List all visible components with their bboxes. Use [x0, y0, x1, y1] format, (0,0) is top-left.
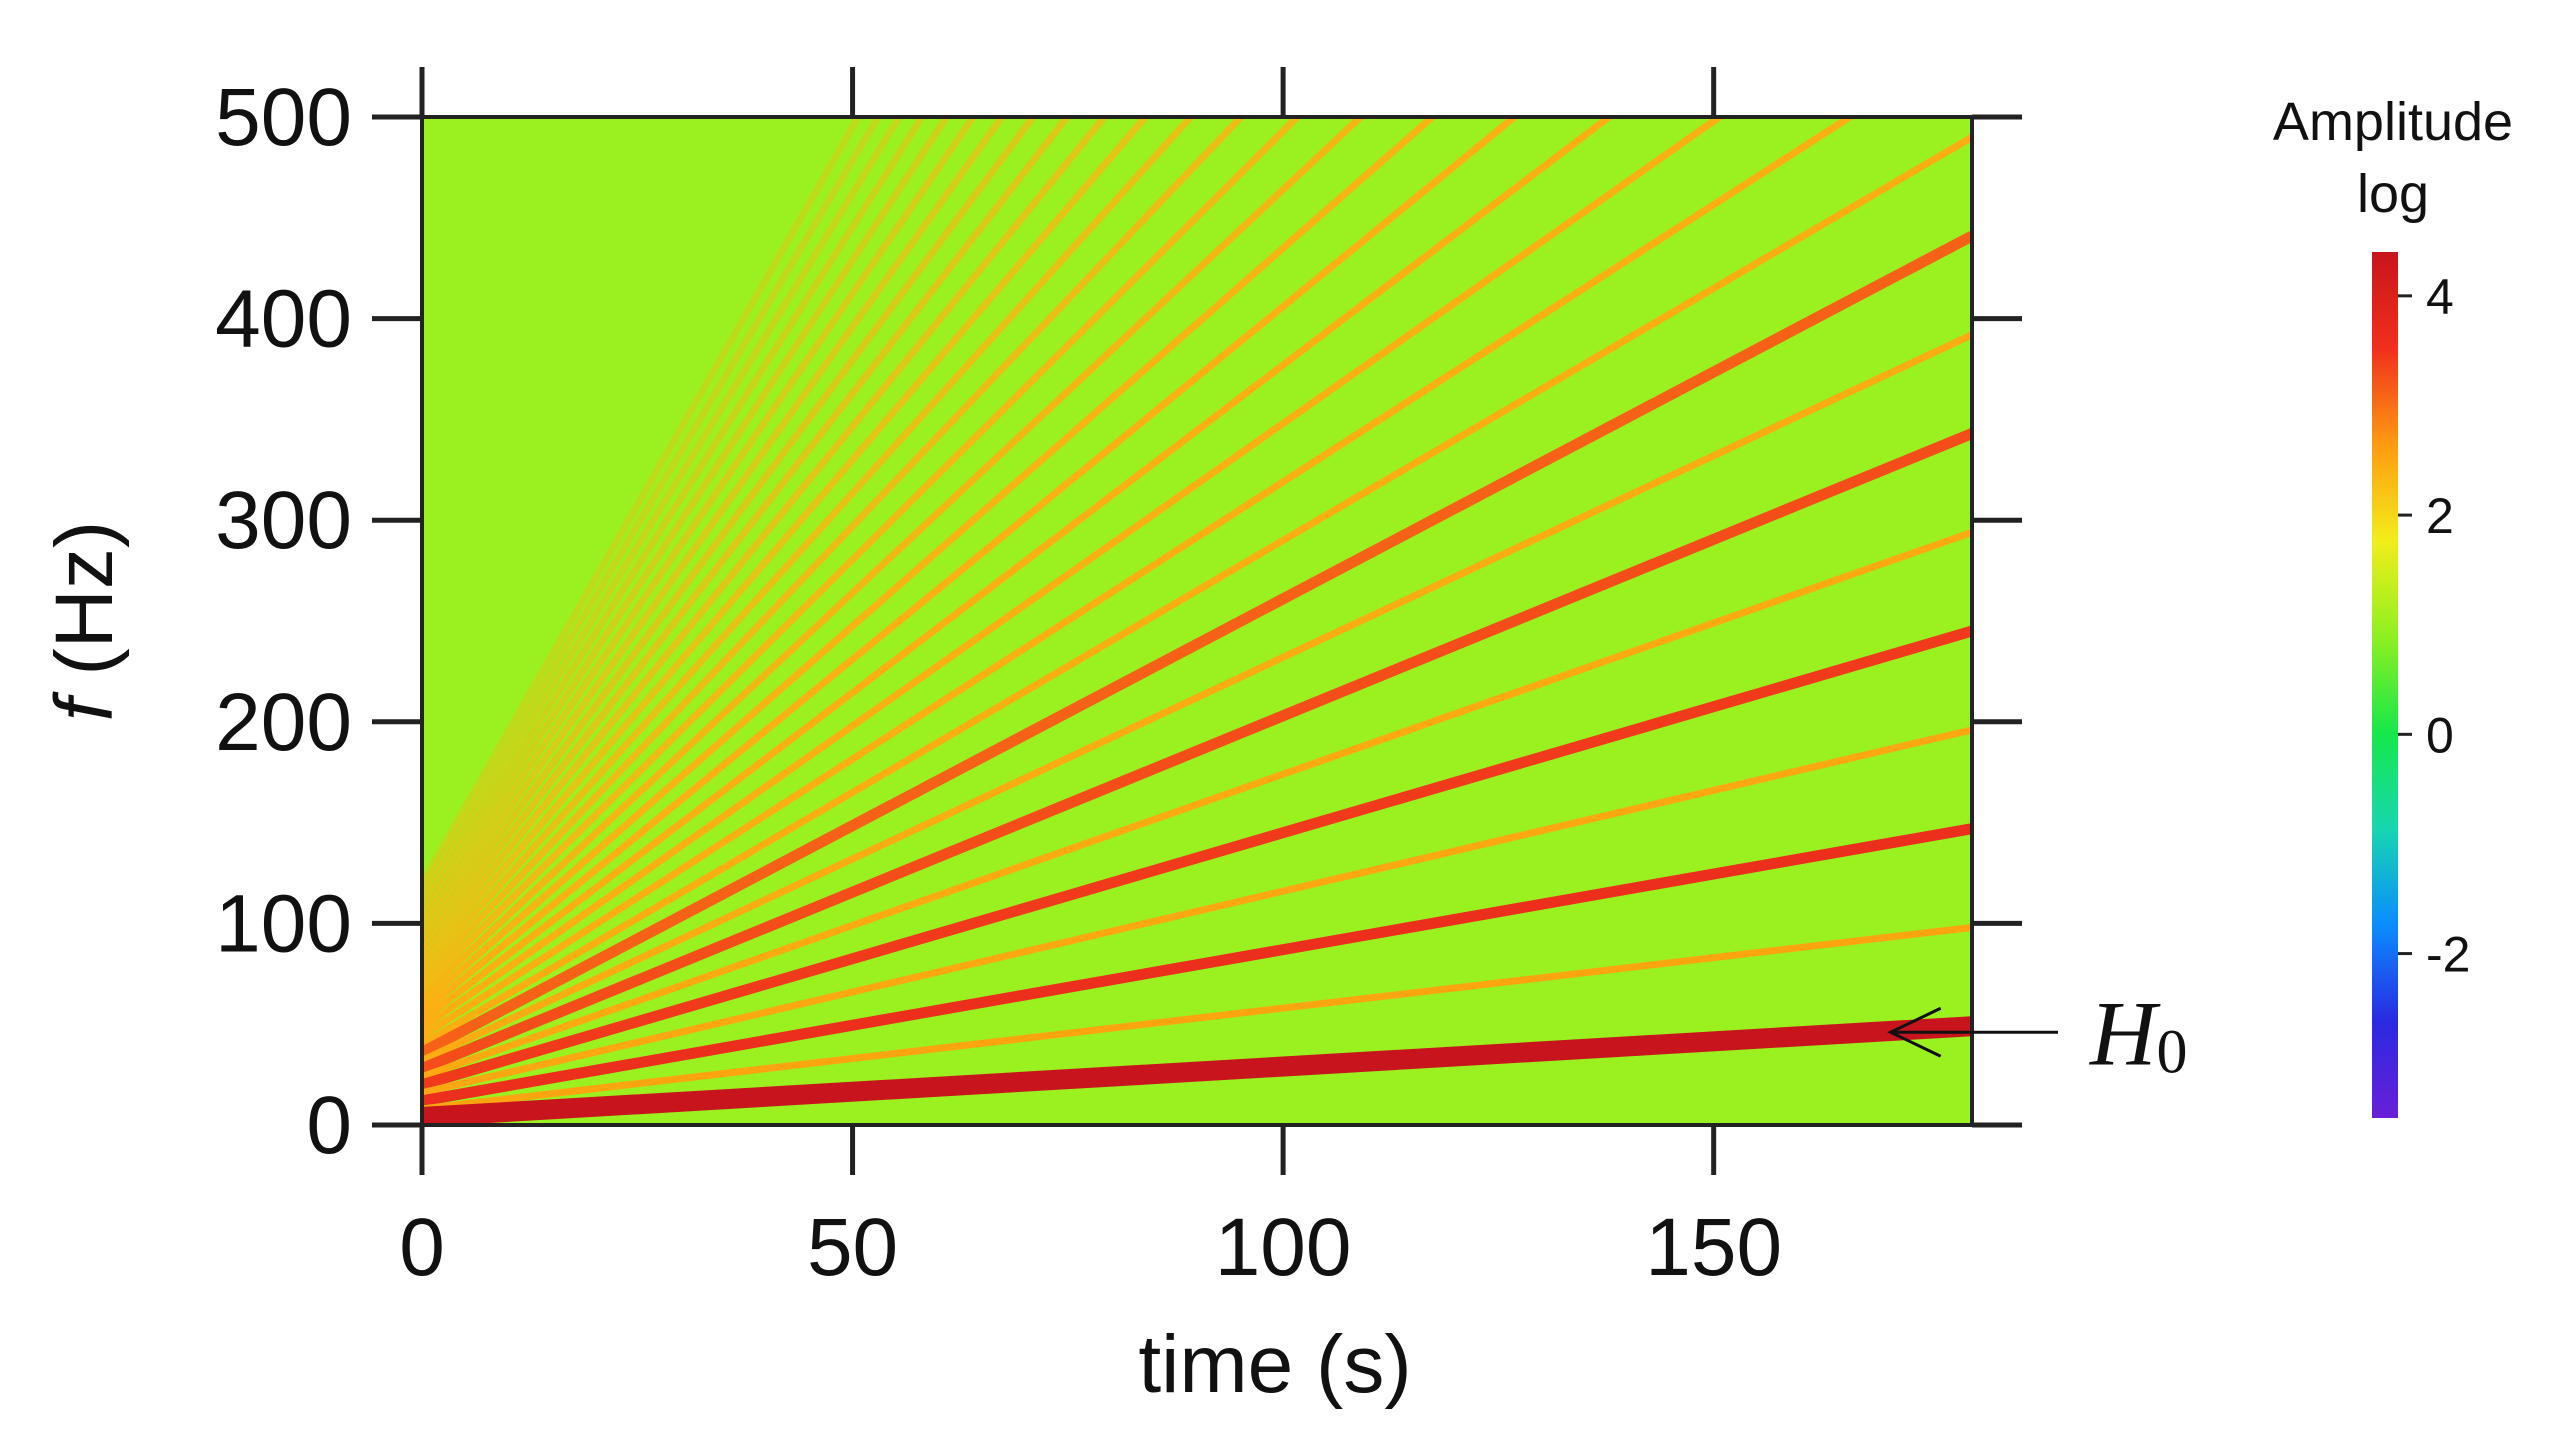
- harmonic-ridge-3: [422, 823, 1972, 1107]
- plot-area: [422, 117, 1972, 1125]
- harmonic-ridge-18: [422, 117, 1246, 983]
- harmonic-ridge-9: [422, 231, 1972, 1058]
- y-axis: 0 100 200 300 400 500: [215, 72, 2022, 1171]
- harmonic-ridge-25: [422, 117, 978, 926]
- annotation-arrow-head: [1887, 1006, 1942, 1058]
- annotation-label: H0: [2089, 982, 2187, 1086]
- harmonic-ridge-23: [422, 117, 1038, 942]
- y-tick-label: 400: [215, 274, 352, 365]
- harmonic-ridge-26: [422, 117, 951, 918]
- harmonic-ridge-10: [422, 134, 1972, 1048]
- x-axis-title: time (s): [1138, 1319, 1411, 1410]
- annotation-label-sub: 0: [2156, 1018, 2187, 1086]
- colorbar-gradient: [2372, 252, 2398, 1118]
- plot-border: [420, 115, 1974, 1127]
- x-axis: 0 50 100 150: [399, 67, 1782, 1293]
- harmonic-ridge-21: [422, 117, 1109, 958]
- harmonic-ridge-6: [422, 528, 1972, 1080]
- x-tick-label: 0: [399, 1202, 445, 1293]
- harmonic-ridge-17: [422, 117, 1303, 991]
- plot-frame: [420, 115, 1974, 1127]
- colorbar-title-line2: log: [2357, 164, 2429, 224]
- colorbar-tick-label: -2: [2426, 927, 2470, 983]
- harmonic-ridge-1-core: [422, 1021, 1972, 1122]
- harmonic-ridge-8: [422, 331, 1972, 1064]
- harmonic-ridge-22: [422, 117, 1072, 950]
- harmonic-ridge-24: [422, 117, 1007, 934]
- harmonic-ridge-13: [422, 117, 1615, 1023]
- harmonic-ridge-2: [422, 923, 1972, 1113]
- colorbar-tick-label: 4: [2426, 269, 2454, 325]
- colorbar: 4 2 0 -2: [2372, 252, 2470, 1118]
- y-tick-label: 200: [215, 677, 352, 768]
- harmonic-ridge-15: [422, 117, 1438, 1007]
- colorbar-title-line1: Amplitude: [2273, 92, 2513, 152]
- harmonic-ridge-20: [422, 117, 1150, 966]
- annotation-label-main: H: [2089, 982, 2161, 1084]
- harmonic-ridge-27: [422, 117, 927, 910]
- y-axis-title: f (Hz): [39, 521, 130, 721]
- harmonic-ridge-5: [422, 625, 1972, 1090]
- harmonic-ridge-7: [422, 428, 1972, 1074]
- harmonic-ridge-14: [422, 117, 1520, 1015]
- harmonic-ridge-4: [422, 726, 1972, 1097]
- y-tick-label: 0: [306, 1080, 352, 1171]
- x-tick-label: 100: [1215, 1202, 1352, 1293]
- harmonic-ridge-29: [422, 117, 883, 893]
- harmonic-ridge-12: [422, 117, 1726, 1032]
- h0-annotation: H0: [1887, 982, 2187, 1086]
- harmonic-ridge-16: [422, 117, 1366, 999]
- harmonic-ridge-30: [422, 117, 863, 885]
- y-tick-label: 300: [215, 475, 352, 566]
- x-tick-label: 150: [1645, 1202, 1782, 1293]
- y-axis-title-unit: (Hz): [39, 521, 130, 699]
- harmonic-ridge-28: [422, 117, 904, 902]
- x-tick-label: 50: [807, 1202, 898, 1293]
- harmonic-ridge-19: [422, 117, 1196, 975]
- colorbar-tick-label: 0: [2426, 707, 2454, 763]
- colorbar-tick-label: 2: [2426, 488, 2454, 544]
- y-tick-label: 500: [215, 72, 352, 163]
- y-tick-label: 100: [215, 878, 352, 969]
- harmonic-ridge-11: [422, 117, 1857, 1040]
